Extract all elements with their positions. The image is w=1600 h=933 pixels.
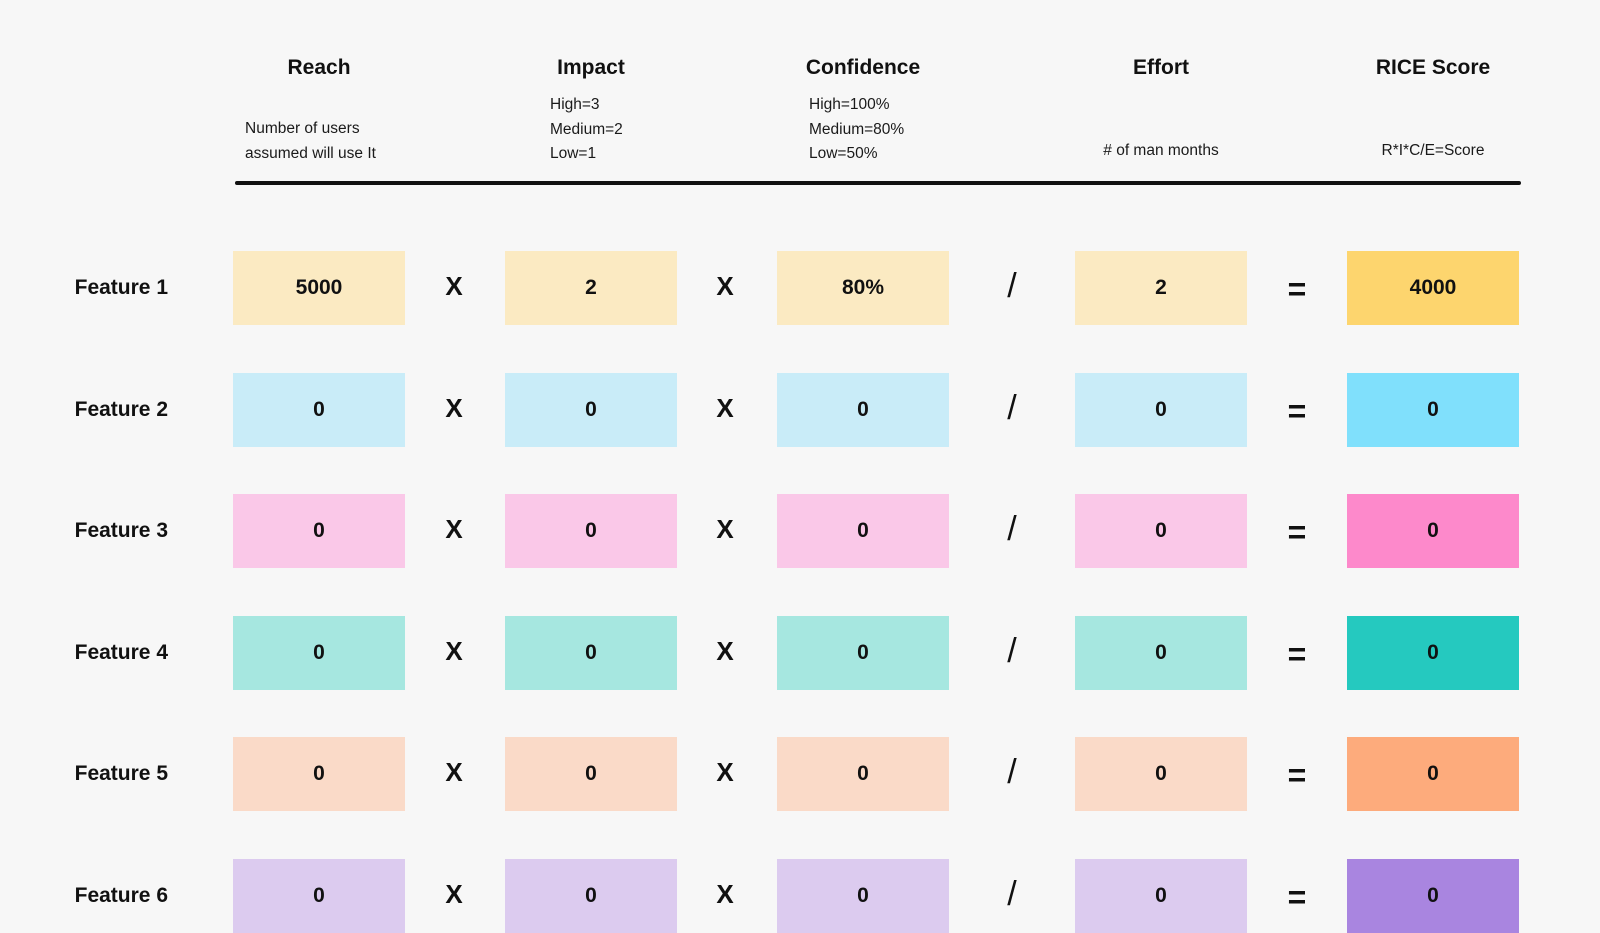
column-desc-line: # of man months — [1103, 142, 1219, 159]
equals-operator: = — [1287, 757, 1307, 793]
feature-label: Feature 5 — [74, 762, 168, 785]
multiply-operator: X — [445, 393, 463, 423]
effort-cell[interactable]: 0 — [1075, 859, 1247, 933]
effort-cell[interactable]: 0 — [1075, 616, 1247, 690]
column-desc-line: Medium=2 — [550, 120, 623, 138]
confidence-cell[interactable]: 80% — [777, 251, 949, 325]
reach-cell[interactable]: 0 — [233, 616, 405, 690]
multiply-operator: X — [716, 636, 734, 666]
column-desc-impact: High=3 Medium=2 Low=1 — [550, 93, 623, 167]
divide-operator: / — [1007, 389, 1017, 427]
column-desc-reach: Number of users assumed will use It — [245, 117, 376, 166]
impact-cell[interactable]: 0 — [505, 616, 677, 690]
rice-score-cell[interactable]: 4000 — [1347, 251, 1519, 325]
equals-operator: = — [1287, 879, 1307, 915]
multiply-operator: X — [716, 514, 734, 544]
impact-cell[interactable]: 0 — [505, 373, 677, 447]
column-title-score: RICE Score — [1375, 56, 1491, 79]
column-desc-line: Low=1 — [550, 145, 597, 162]
rice-score-cell[interactable]: 0 — [1347, 373, 1519, 447]
impact-cell[interactable]: 2 — [505, 251, 677, 325]
column-title-reach: Reach — [287, 56, 351, 79]
impact-cell[interactable]: 0 — [505, 737, 677, 811]
multiply-operator: X — [445, 271, 463, 301]
column-title-effort: Effort — [1133, 56, 1189, 79]
rice-score-cell[interactable]: 0 — [1347, 737, 1519, 811]
impact-cell[interactable]: 0 — [505, 859, 677, 933]
multiply-operator: X — [716, 879, 734, 909]
equals-operator: = — [1287, 271, 1307, 307]
multiply-operator: X — [716, 271, 734, 301]
impact-cell[interactable]: 0 — [505, 494, 677, 568]
divide-operator: / — [1007, 267, 1017, 305]
feature-label: Feature 6 — [74, 884, 168, 907]
column-desc-confidence: High=100% Medium=80% Low=50% — [809, 93, 904, 167]
confidence-cell[interactable]: 0 — [777, 859, 949, 933]
multiply-operator: X — [445, 879, 463, 909]
column-desc-line: assumed will use It — [245, 144, 376, 162]
divide-operator: / — [1007, 875, 1017, 913]
reach-cell[interactable]: 0 — [233, 373, 405, 447]
reach-cell[interactable]: 0 — [233, 859, 405, 933]
multiply-operator: X — [716, 393, 734, 423]
reach-cell[interactable]: 0 — [233, 494, 405, 568]
rice-score-cell[interactable]: 0 — [1347, 616, 1519, 690]
feature-label: Feature 3 — [74, 519, 168, 542]
effort-cell[interactable]: 2 — [1075, 251, 1247, 325]
equals-operator: = — [1287, 514, 1307, 550]
divide-operator: / — [1007, 753, 1017, 791]
column-desc-line: Low=50% — [809, 145, 878, 162]
effort-cell[interactable]: 0 — [1075, 373, 1247, 447]
header-divider — [235, 181, 1521, 185]
column-desc-line: Medium=80% — [809, 120, 905, 138]
divide-operator: / — [1007, 632, 1017, 670]
column-desc-line: R*I*C/E=Score — [1381, 142, 1485, 159]
divide-operator: / — [1007, 510, 1017, 548]
multiply-operator: X — [445, 757, 463, 787]
confidence-cell[interactable]: 0 — [777, 616, 949, 690]
equals-operator: = — [1287, 393, 1307, 429]
confidence-cell[interactable]: 0 — [777, 373, 949, 447]
multiply-operator: X — [445, 514, 463, 544]
column-desc-effort: # of man months — [1075, 139, 1247, 164]
feature-label: Feature 1 — [74, 276, 168, 299]
rice-score-cell[interactable]: 0 — [1347, 494, 1519, 568]
column-title-confidence: Confidence — [805, 56, 921, 79]
reach-cell[interactable]: 0 — [233, 737, 405, 811]
multiply-operator: X — [716, 757, 734, 787]
reach-cell[interactable]: 5000 — [233, 251, 405, 325]
feature-label: Feature 4 — [74, 641, 168, 664]
column-desc-line: Number of users — [245, 120, 360, 137]
multiply-operator: X — [445, 636, 463, 666]
column-desc-line: High=100% — [809, 96, 890, 113]
confidence-cell[interactable]: 0 — [777, 494, 949, 568]
rice-score-cell[interactable]: 0 — [1347, 859, 1519, 933]
equals-operator: = — [1287, 636, 1307, 672]
effort-cell[interactable]: 0 — [1075, 494, 1247, 568]
confidence-cell[interactable]: 0 — [777, 737, 949, 811]
effort-cell[interactable]: 0 — [1075, 737, 1247, 811]
column-title-impact: Impact — [557, 56, 625, 79]
feature-label: Feature 2 — [74, 398, 168, 421]
column-desc-line: High=3 — [550, 96, 600, 113]
column-desc-score: R*I*C/E=Score — [1347, 139, 1519, 164]
